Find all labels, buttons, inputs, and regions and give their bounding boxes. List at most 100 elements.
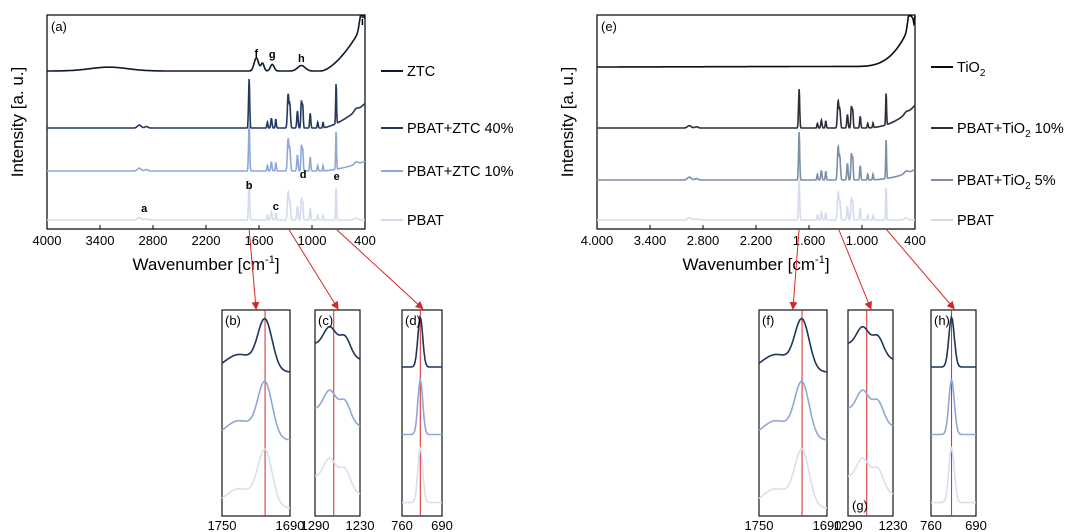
inset-series-line-1 bbox=[848, 390, 893, 426]
legend-label: PBAT+TiO2 10% bbox=[957, 121, 1064, 140]
inset-series-line-1 bbox=[759, 381, 827, 440]
x-axis-label-main: Wavenumber [cm bbox=[132, 255, 265, 274]
x-axis-label-end: ] bbox=[275, 255, 280, 274]
x-axis-label-sup: -1 bbox=[265, 254, 275, 266]
inset-series-line-1 bbox=[222, 381, 290, 440]
x-tick-label: 1600 bbox=[245, 233, 274, 248]
x-axis-label-main: Wavenumber [cm bbox=[682, 255, 815, 274]
legend-label: PBAT bbox=[407, 213, 444, 229]
inset-panel-label: (b) bbox=[225, 313, 241, 328]
x-tick-label: 3.400 bbox=[634, 233, 667, 248]
inset-frame bbox=[402, 310, 442, 516]
series-line-0 bbox=[597, 16, 915, 67]
series-line-3 bbox=[47, 180, 365, 220]
series-line-0 bbox=[47, 16, 365, 71]
series-line-1 bbox=[597, 89, 915, 128]
inset-panel-5: (f)1750 1690 bbox=[745, 229, 842, 532]
inset-series-line-2 bbox=[931, 448, 976, 503]
legend-label: PBAT+ZTC 10% bbox=[407, 164, 514, 180]
inset-panel-label: (d) bbox=[405, 313, 421, 328]
series-line-3 bbox=[597, 180, 915, 220]
inset-tick-label: 1750 bbox=[745, 518, 774, 532]
x-tick-label: 400 bbox=[354, 233, 376, 248]
peak-label: b bbox=[246, 180, 253, 192]
legend-name: ZTC bbox=[407, 64, 435, 80]
series-line-1 bbox=[47, 79, 365, 128]
panel-label: (e) bbox=[601, 19, 617, 34]
main-panel-0: 4000 3400 2800 2200 1600 1000 400 Wavenumber [c… bbox=[8, 15, 514, 274]
inset-series-line-1 bbox=[402, 380, 442, 435]
connector-arrow bbox=[336, 229, 422, 308]
legend-name: PBAT+TiO bbox=[957, 173, 1025, 189]
y-axis-label: Intensity [a. u.] bbox=[8, 67, 27, 178]
legend-label: TiO2 bbox=[957, 60, 986, 79]
inset-series-line-2 bbox=[759, 449, 827, 508]
inset-tick-label: 760 bbox=[391, 518, 413, 532]
legend-name: TiO bbox=[957, 60, 980, 76]
legend-rest: 5% bbox=[1031, 173, 1056, 189]
series-line-2 bbox=[597, 132, 915, 180]
inset-panel-3: (c) 1290 1230 bbox=[289, 229, 375, 532]
inset-series-line-2 bbox=[402, 448, 442, 503]
series-line-2 bbox=[47, 124, 365, 171]
inset-series-line-0 bbox=[315, 327, 360, 360]
x-tick-label: 400 bbox=[904, 233, 926, 248]
legend-name: PBAT+TiO bbox=[957, 121, 1025, 137]
peak-label: h bbox=[298, 53, 305, 65]
inset-panel-label: (f) bbox=[762, 313, 774, 328]
inset-panel-label: (c) bbox=[318, 313, 333, 328]
x-tick-label: 4.000 bbox=[581, 233, 614, 248]
x-axis-label-sup: -1 bbox=[815, 254, 825, 266]
inset-tick-label: 1290 bbox=[834, 518, 863, 532]
inset-tick-label: 1750 bbox=[208, 518, 237, 532]
legend-label: PBAT+TiO2 5% bbox=[957, 173, 1056, 192]
x-axis-label: Wavenumber [cm-1] bbox=[132, 254, 279, 274]
inset-panel-6: (g) 1290 1230 bbox=[834, 229, 908, 532]
inset-panel-7: (h) 760 690 bbox=[886, 229, 987, 532]
x-tick-label: 2800 bbox=[139, 233, 168, 248]
x-tick-label: 4000 bbox=[33, 233, 62, 248]
inset-series-line-2 bbox=[848, 458, 893, 494]
panel-label: (a) bbox=[51, 19, 67, 34]
x-tick-label: 1.000 bbox=[846, 233, 879, 248]
y-axis-label: Intensity [a. u.] bbox=[558, 67, 577, 178]
x-tick-label: 2.200 bbox=[740, 233, 773, 248]
inset-tick-label: 760 bbox=[920, 518, 942, 532]
x-tick-label: 1000 bbox=[298, 233, 327, 248]
inset-frame bbox=[931, 310, 976, 516]
inset-tick-label: 1230 bbox=[879, 518, 908, 532]
main-panel-1: 4.000 3.400 2.800 2.200 1.600 1.000 400 Wavenum… bbox=[558, 15, 1064, 274]
x-tick-label: 2200 bbox=[192, 233, 221, 248]
legend-name: PBAT+ZTC 40% bbox=[407, 121, 514, 137]
legend-label: ZTC bbox=[407, 64, 435, 80]
legend-name: PBAT bbox=[407, 213, 444, 229]
inset-series-line-2 bbox=[222, 449, 290, 508]
x-axis-label: Wavenumber [cm-1] bbox=[682, 254, 829, 274]
peak-label: d bbox=[300, 169, 307, 181]
inset-tick-label: 1230 bbox=[346, 518, 375, 532]
legend-rest: 10% bbox=[1031, 121, 1064, 137]
inset-tick-label: 690 bbox=[431, 518, 453, 532]
peak-label: g bbox=[269, 49, 276, 61]
legend-label: PBAT+ZTC 40% bbox=[407, 121, 514, 137]
x-tick-label: 3400 bbox=[86, 233, 115, 248]
peak-label: i bbox=[361, 16, 364, 28]
peak-label: e bbox=[334, 171, 340, 183]
inset-tick-label: 690 bbox=[965, 518, 987, 532]
inset-panel-label: (g) bbox=[852, 498, 868, 513]
inset-panel-label: (h) bbox=[934, 313, 950, 328]
legend-label: PBAT bbox=[957, 213, 994, 229]
inset-tick-label: 1290 bbox=[301, 518, 330, 532]
x-axis-label-end: ] bbox=[825, 255, 830, 274]
legend-sub: 2 bbox=[980, 68, 986, 79]
peak-label: a bbox=[141, 203, 148, 215]
x-tick-label: 2.800 bbox=[687, 233, 720, 248]
inset-panel-2: (b) 1750 1690 bbox=[208, 229, 305, 532]
peak-label: f bbox=[255, 48, 259, 60]
inset-series-line-2 bbox=[315, 458, 360, 494]
inset-series-line-1 bbox=[931, 380, 976, 435]
legend-name: PBAT+ZTC 10% bbox=[407, 164, 514, 180]
legend-name: PBAT bbox=[957, 213, 994, 229]
inset-series-line-1 bbox=[315, 390, 360, 426]
